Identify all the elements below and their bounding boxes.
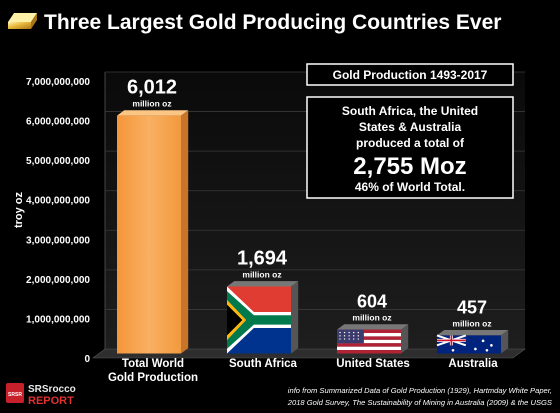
summary-line-4: 46% of World Total. (355, 180, 465, 194)
flag-cross (437, 339, 466, 342)
y-tick-label: 2,000,000,000 (26, 275, 90, 286)
summary-line-2: States & Australia (359, 120, 462, 134)
logo-badge (6, 383, 24, 403)
srsrocco-logo: SRSR SRSrocco REPORT (6, 383, 76, 407)
flag-stripe (337, 329, 401, 334)
flag-star (353, 338, 355, 340)
summary-annotation: Gold Production 1493-2017 South Africa, … (306, 63, 514, 199)
bar-top (117, 110, 189, 116)
flag-star (343, 331, 346, 334)
flag-star (339, 331, 341, 334)
flag-triangle (227, 304, 243, 336)
y-tick-label: 4,000,000,000 (26, 196, 90, 207)
x-tick-label: South Africa (229, 358, 298, 370)
y-tick-label: 0 (84, 354, 90, 365)
flag-star (353, 331, 355, 334)
summary-header-box (306, 63, 514, 86)
source-line-2: 2018 Gold Survey, The Sustainability of … (287, 398, 552, 407)
bar-top (227, 281, 299, 287)
flag-star (490, 344, 493, 347)
flag-star (357, 335, 360, 337)
flag-star (357, 338, 360, 340)
logo-line-2: REPORT (28, 395, 74, 407)
flag-star (474, 347, 477, 351)
flag-band (227, 291, 291, 349)
x-tick-label: Total World (122, 358, 184, 370)
data-label-unit: million oz (452, 318, 491, 328)
flag-stripe (337, 346, 401, 351)
logo-line-1: SRSrocco (28, 384, 76, 395)
x-tick-label: Gold Production (108, 372, 198, 384)
bar (436, 330, 509, 354)
y-tick-label: 6,000,000,000 (26, 117, 90, 128)
bar-side (501, 330, 509, 354)
title-group: Three Largest Gold Producing Countries E… (8, 11, 501, 34)
chart-title: Three Largest Gold Producing Countries E… (44, 11, 501, 34)
y-tick-label: 7,000,000,000 (26, 77, 90, 88)
bar-side (291, 281, 299, 354)
flag-stripe (337, 336, 401, 340)
flag-stripe (337, 339, 401, 344)
summary-line-1: South Africa, the United (342, 104, 478, 118)
bar (337, 324, 409, 354)
data-label-unit: million oz (132, 99, 171, 109)
summary-box (306, 96, 514, 199)
y-tick-label: 5,000,000,000 (26, 156, 90, 167)
flag-star (353, 335, 355, 337)
y-axis-label: troy oz (13, 191, 25, 228)
bar-side (181, 110, 189, 354)
y-tick-label: 3,000,000,000 (26, 235, 90, 246)
bar (117, 110, 189, 354)
flag-stripe (337, 343, 401, 347)
x-tick-label: United States (336, 358, 410, 370)
data-label-value: 457 (457, 297, 487, 317)
logo-badge-text: SRSR (8, 392, 22, 398)
y-tick-label: 1,000,000,000 (26, 314, 90, 325)
data-label-unit: million oz (242, 269, 281, 279)
flag-star (343, 338, 346, 340)
flag-star (348, 335, 350, 337)
data-label-value: 6,012 (127, 77, 177, 99)
flag-star (481, 339, 485, 343)
data-label-unit: million oz (352, 313, 391, 323)
summary-header: Gold Production 1493-2017 (333, 68, 488, 82)
flag-star (343, 335, 346, 337)
flag-star (348, 331, 350, 334)
data-label-value: 1,694 (237, 247, 288, 269)
bar-top (337, 324, 409, 330)
source-line-1: info from Summarized Data of Gold Produc… (288, 386, 552, 395)
bar-side (401, 324, 409, 354)
flag-star (339, 335, 341, 337)
flag-canton (337, 329, 364, 344)
flag-stripe (337, 350, 401, 354)
flag-stripe (337, 333, 401, 337)
flag-star (339, 338, 341, 340)
bar (227, 281, 299, 354)
summary-big-number: 2,755 Moz (353, 153, 466, 180)
flag-star (451, 348, 455, 352)
flag-star (485, 348, 489, 352)
gold-bar-icon (8, 13, 37, 29)
bar-front (117, 115, 181, 354)
x-tick-label: Australia (448, 358, 498, 370)
data-label-value: 604 (357, 292, 387, 312)
bar-top (437, 330, 509, 336)
summary-line-3: produced a total of (356, 136, 465, 150)
flag-star (348, 338, 350, 340)
flag-star (357, 331, 360, 334)
